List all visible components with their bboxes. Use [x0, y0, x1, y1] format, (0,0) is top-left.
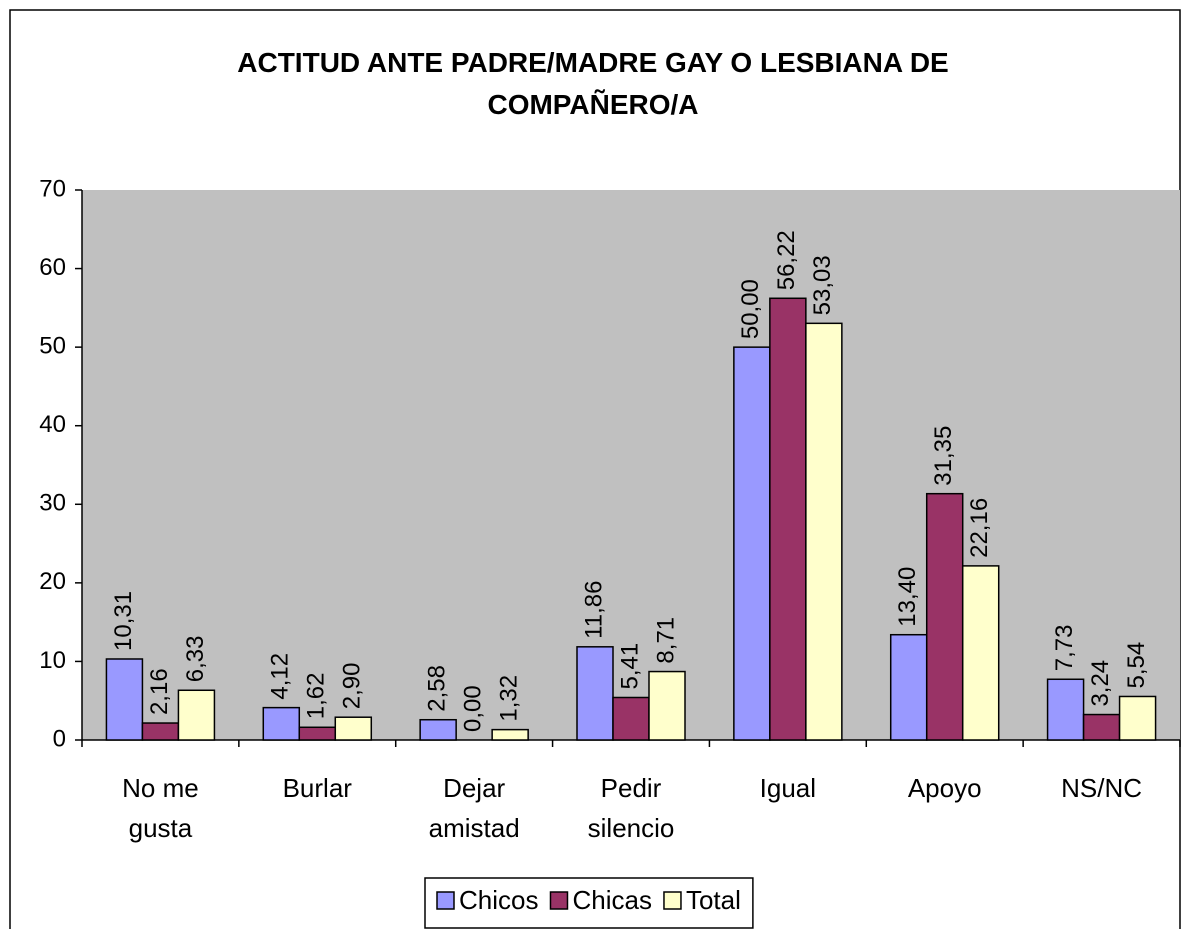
value-label: 1,32	[495, 675, 522, 722]
legend-label: Chicos	[459, 885, 538, 915]
bar	[177, 689, 216, 741]
x-tick-label: Burlar	[282, 773, 352, 803]
value-label: 1,62	[303, 673, 330, 720]
value-label: 53,03	[809, 255, 836, 315]
x-tick-label: NS/NC	[1061, 773, 1143, 803]
bar	[925, 492, 964, 741]
bar	[298, 726, 337, 741]
value-label: 8,71	[652, 617, 679, 664]
value-label: 10,31	[110, 591, 137, 651]
y-tick-label: 30	[39, 490, 66, 517]
value-label: 50,00	[737, 279, 764, 339]
x-tick-label: Pedir silencio	[587, 773, 675, 843]
bar	[491, 728, 529, 741]
y-tick-label: 60	[39, 254, 66, 281]
value-label: 5,54	[1123, 642, 1150, 689]
bar	[889, 633, 928, 741]
bar	[1046, 678, 1085, 741]
bar	[648, 670, 686, 741]
value-label: 22,16	[966, 498, 993, 558]
x-tick-label: Igual	[759, 773, 817, 803]
value-label: 6,33	[182, 636, 209, 683]
value-label: 2,90	[339, 662, 366, 709]
bar	[769, 297, 807, 741]
legend-swatch	[549, 891, 569, 910]
x-tick-label: No me gusta	[122, 773, 199, 843]
value-label: 2,58	[423, 665, 450, 712]
y-tick-label: 20	[39, 568, 66, 595]
bar	[1082, 713, 1121, 741]
legend-swatch	[436, 891, 455, 910]
bar	[1118, 695, 1157, 741]
legend-label: Chicas	[572, 885, 651, 915]
value-label: 3,24	[1087, 660, 1114, 707]
value-label: 11,86	[580, 581, 607, 639]
bar	[733, 346, 771, 741]
bar	[612, 696, 650, 741]
value-label: 2,16	[146, 668, 173, 715]
x-tick-label: Apoyo	[907, 773, 982, 803]
x-tick-label: Dejar amistad	[428, 773, 520, 843]
legend-box	[424, 877, 754, 929]
bar	[419, 718, 457, 741]
value-label: 56,22	[773, 230, 800, 290]
bar	[141, 722, 180, 741]
y-tick-label: 40	[39, 411, 66, 438]
legend-label: Total	[686, 885, 741, 915]
value-label: 7,73	[1051, 625, 1078, 672]
y-tick-label: 10	[39, 647, 66, 674]
bar	[262, 706, 301, 741]
value-label: 5,41	[616, 643, 643, 690]
value-label: 31,35	[930, 426, 957, 486]
y-tick-label: 0	[53, 725, 66, 752]
value-label: 0,00	[459, 685, 486, 732]
y-tick-label: 50	[39, 332, 66, 359]
bar	[805, 322, 843, 741]
bar	[576, 646, 614, 741]
bar	[961, 565, 1000, 741]
value-label: 13,40	[894, 567, 921, 627]
y-tick-label: 70	[39, 175, 66, 202]
legend-swatch	[663, 891, 682, 910]
bar	[334, 716, 373, 741]
value-label: 4,12	[267, 653, 294, 700]
bar	[105, 658, 144, 741]
chart-title: ACTITUD ANTE PADRE/MADRE GAY O LESBIANA …	[237, 47, 949, 120]
